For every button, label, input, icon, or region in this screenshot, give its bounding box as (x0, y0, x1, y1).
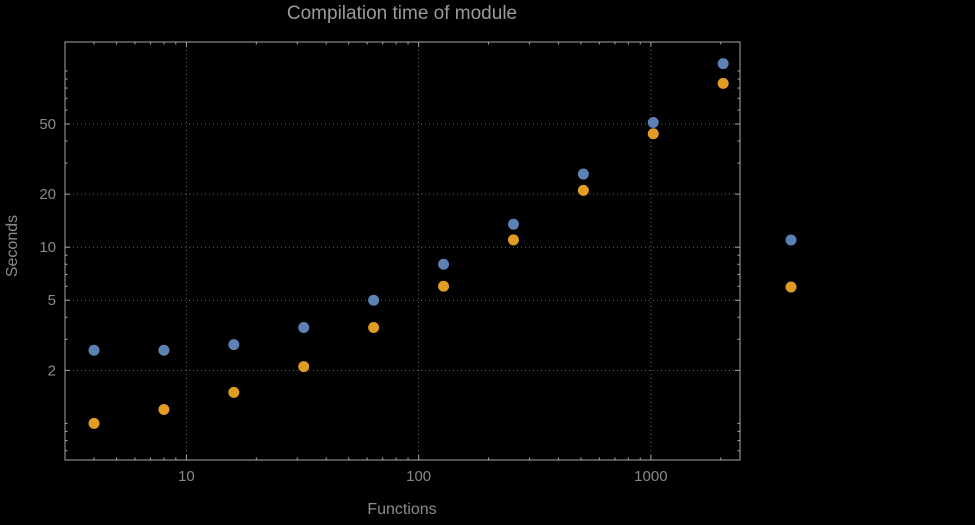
x-tick-label: 1000 (634, 468, 667, 485)
series-series-1-blue (88, 58, 729, 356)
data-point (298, 322, 310, 334)
data-point (507, 218, 519, 230)
data-points (88, 58, 729, 429)
y-tick-label: 5 (48, 292, 56, 309)
x-tick-label: 100 (406, 468, 431, 485)
data-point (158, 344, 170, 356)
legend-marker (785, 281, 797, 293)
data-point (88, 344, 100, 356)
data-point (717, 77, 729, 89)
data-point (88, 417, 100, 429)
tick-marks (65, 42, 740, 460)
x-tick-label: 10 (178, 468, 195, 485)
data-point (368, 322, 380, 334)
legend-marker (785, 234, 797, 246)
data-point (647, 128, 659, 140)
data-point (438, 280, 450, 292)
y-tick-label: 10 (39, 239, 56, 256)
data-point (647, 116, 659, 128)
series-series-2-orange (88, 77, 729, 429)
data-point (507, 234, 519, 246)
x-axis-label: Functions (367, 501, 437, 518)
legend-markers (785, 234, 797, 293)
data-point (577, 184, 589, 196)
gridlines (65, 42, 740, 460)
data-point (368, 294, 380, 306)
data-point (298, 361, 310, 373)
data-point (228, 386, 240, 398)
y-tick-label: 20 (39, 186, 56, 203)
tick-labels: 10 100 1000 2 5 10 20 50 (39, 116, 667, 485)
data-point (158, 403, 170, 415)
y-tick-label: 2 (48, 362, 56, 379)
data-point (577, 168, 589, 180)
data-point (438, 258, 450, 270)
chart-title: Compilation time of module (286, 3, 518, 24)
data-point (228, 339, 240, 351)
plot-frame (64, 41, 741, 461)
y-tick-label: 50 (39, 116, 56, 133)
data-point (717, 58, 729, 70)
